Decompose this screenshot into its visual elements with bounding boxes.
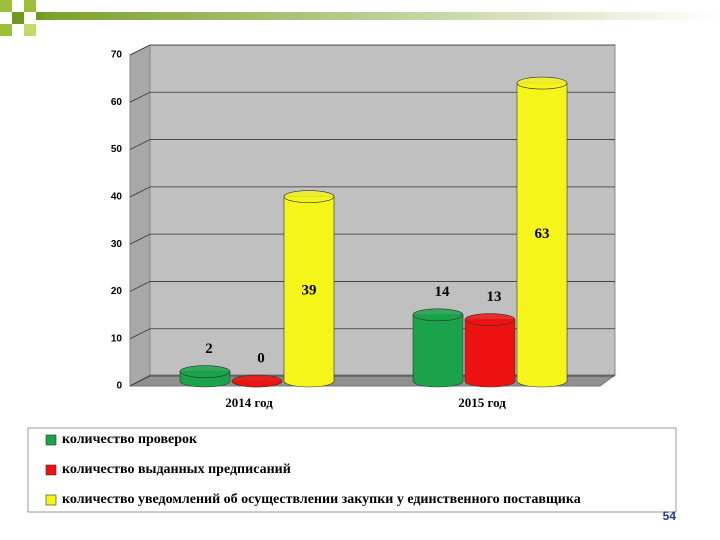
y-tick-label: 40 xyxy=(111,191,123,202)
bar xyxy=(464,313,516,388)
grid-line xyxy=(129,186,615,198)
legend-marker xyxy=(45,494,57,506)
slide-number: 54 xyxy=(663,509,677,523)
grid-line xyxy=(129,44,615,56)
legend-label: количество выданных предписаний xyxy=(62,462,291,477)
y-tick-label: 0 xyxy=(116,381,122,392)
value-label: 0 xyxy=(257,350,265,366)
value-label: 14 xyxy=(435,284,451,300)
side-wall xyxy=(129,44,151,387)
bar-top xyxy=(231,374,283,388)
grid-line xyxy=(129,233,615,245)
x-tick-label: 2014 год xyxy=(225,395,273,410)
value-label: 2 xyxy=(205,341,213,357)
bar-top xyxy=(464,313,516,326)
x-tick-label: 2015 год xyxy=(458,395,506,410)
y-tick-label: 50 xyxy=(111,144,123,155)
bar xyxy=(283,190,335,388)
bar-top xyxy=(283,190,335,203)
bar-body xyxy=(464,319,516,388)
grid-line xyxy=(129,281,615,292)
y-tick-label: 30 xyxy=(111,239,123,250)
y-tick-label: 10 xyxy=(111,333,123,344)
value-label: 13 xyxy=(487,289,502,305)
bar xyxy=(516,76,568,388)
decoration xyxy=(0,0,720,36)
bar xyxy=(231,374,283,388)
grid-line xyxy=(129,91,615,103)
legend-label: количество проверок xyxy=(62,432,198,447)
bar-top xyxy=(412,308,464,322)
y-tick-label: 20 xyxy=(111,286,123,297)
bar-body xyxy=(516,82,568,388)
grid-line xyxy=(129,139,615,150)
y-tick-label: 70 xyxy=(111,50,123,61)
legend-label: количество уведомлений об осуществлении … xyxy=(62,492,581,507)
legend-marker xyxy=(45,464,57,476)
value-label: 63 xyxy=(535,226,550,242)
bar-body xyxy=(412,314,464,388)
value-label: 39 xyxy=(302,283,317,299)
bar-body xyxy=(283,196,335,388)
legend-marker xyxy=(45,434,57,446)
bar-top xyxy=(179,365,231,378)
y-tick-label: 60 xyxy=(111,97,123,108)
legend-box xyxy=(27,427,677,513)
bar-top xyxy=(516,76,568,90)
bar xyxy=(179,365,231,388)
bar xyxy=(412,308,464,388)
